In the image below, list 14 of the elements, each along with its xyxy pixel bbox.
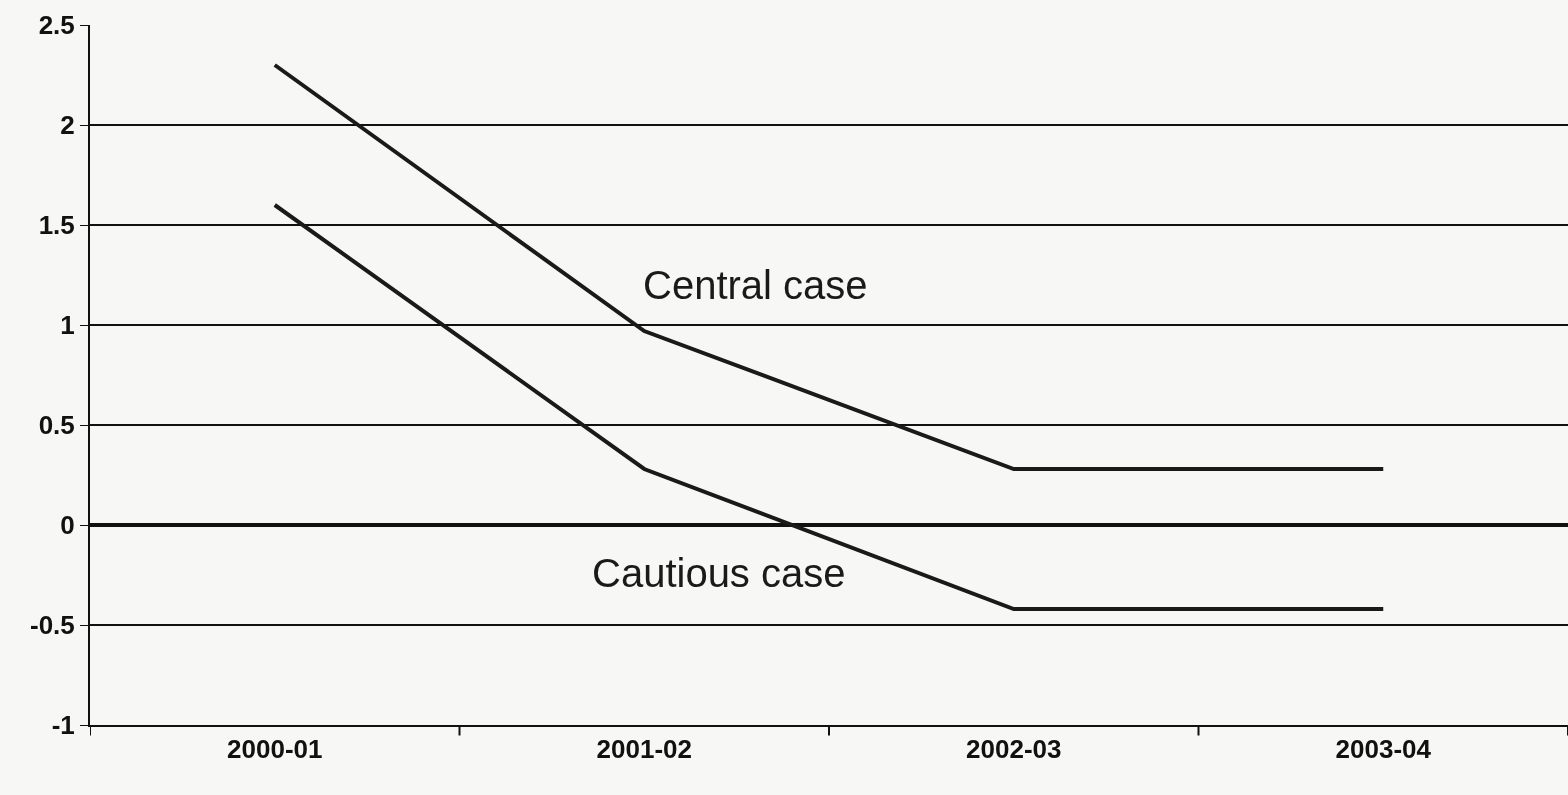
y-tick-label: 2.5: [38, 10, 75, 41]
y-tick-label: -1: [51, 710, 75, 741]
y-tick-label: 0: [60, 510, 75, 541]
y-tick-label: 0.5: [38, 410, 75, 441]
y-tick-label: -0.5: [29, 610, 75, 641]
y-tick-label: 1: [60, 310, 75, 341]
y-tick-label: 2: [60, 110, 75, 141]
x-tick-label: 2000-01: [227, 734, 323, 765]
x-tick-label: 2003-04: [1335, 734, 1432, 765]
y-tick-label: 1.5: [38, 210, 75, 241]
series-label: Cautious case: [592, 551, 846, 595]
x-tick-label: 2002-03: [966, 734, 1062, 765]
x-tick-label: 2001-02: [596, 734, 692, 765]
series-label: Central case: [643, 263, 868, 307]
